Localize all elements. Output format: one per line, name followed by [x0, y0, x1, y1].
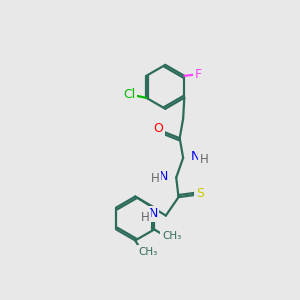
Text: H: H: [200, 152, 208, 166]
Text: CH₃: CH₃: [138, 247, 158, 257]
Text: N: N: [159, 170, 168, 183]
Text: Cl: Cl: [124, 88, 136, 101]
Text: H: H: [141, 211, 150, 224]
Text: CH₃: CH₃: [162, 231, 181, 242]
Text: N: N: [191, 150, 201, 163]
Text: H: H: [151, 172, 160, 185]
Text: N: N: [148, 207, 158, 220]
Text: F: F: [195, 68, 202, 81]
Text: S: S: [196, 187, 204, 200]
Text: O: O: [153, 122, 163, 136]
